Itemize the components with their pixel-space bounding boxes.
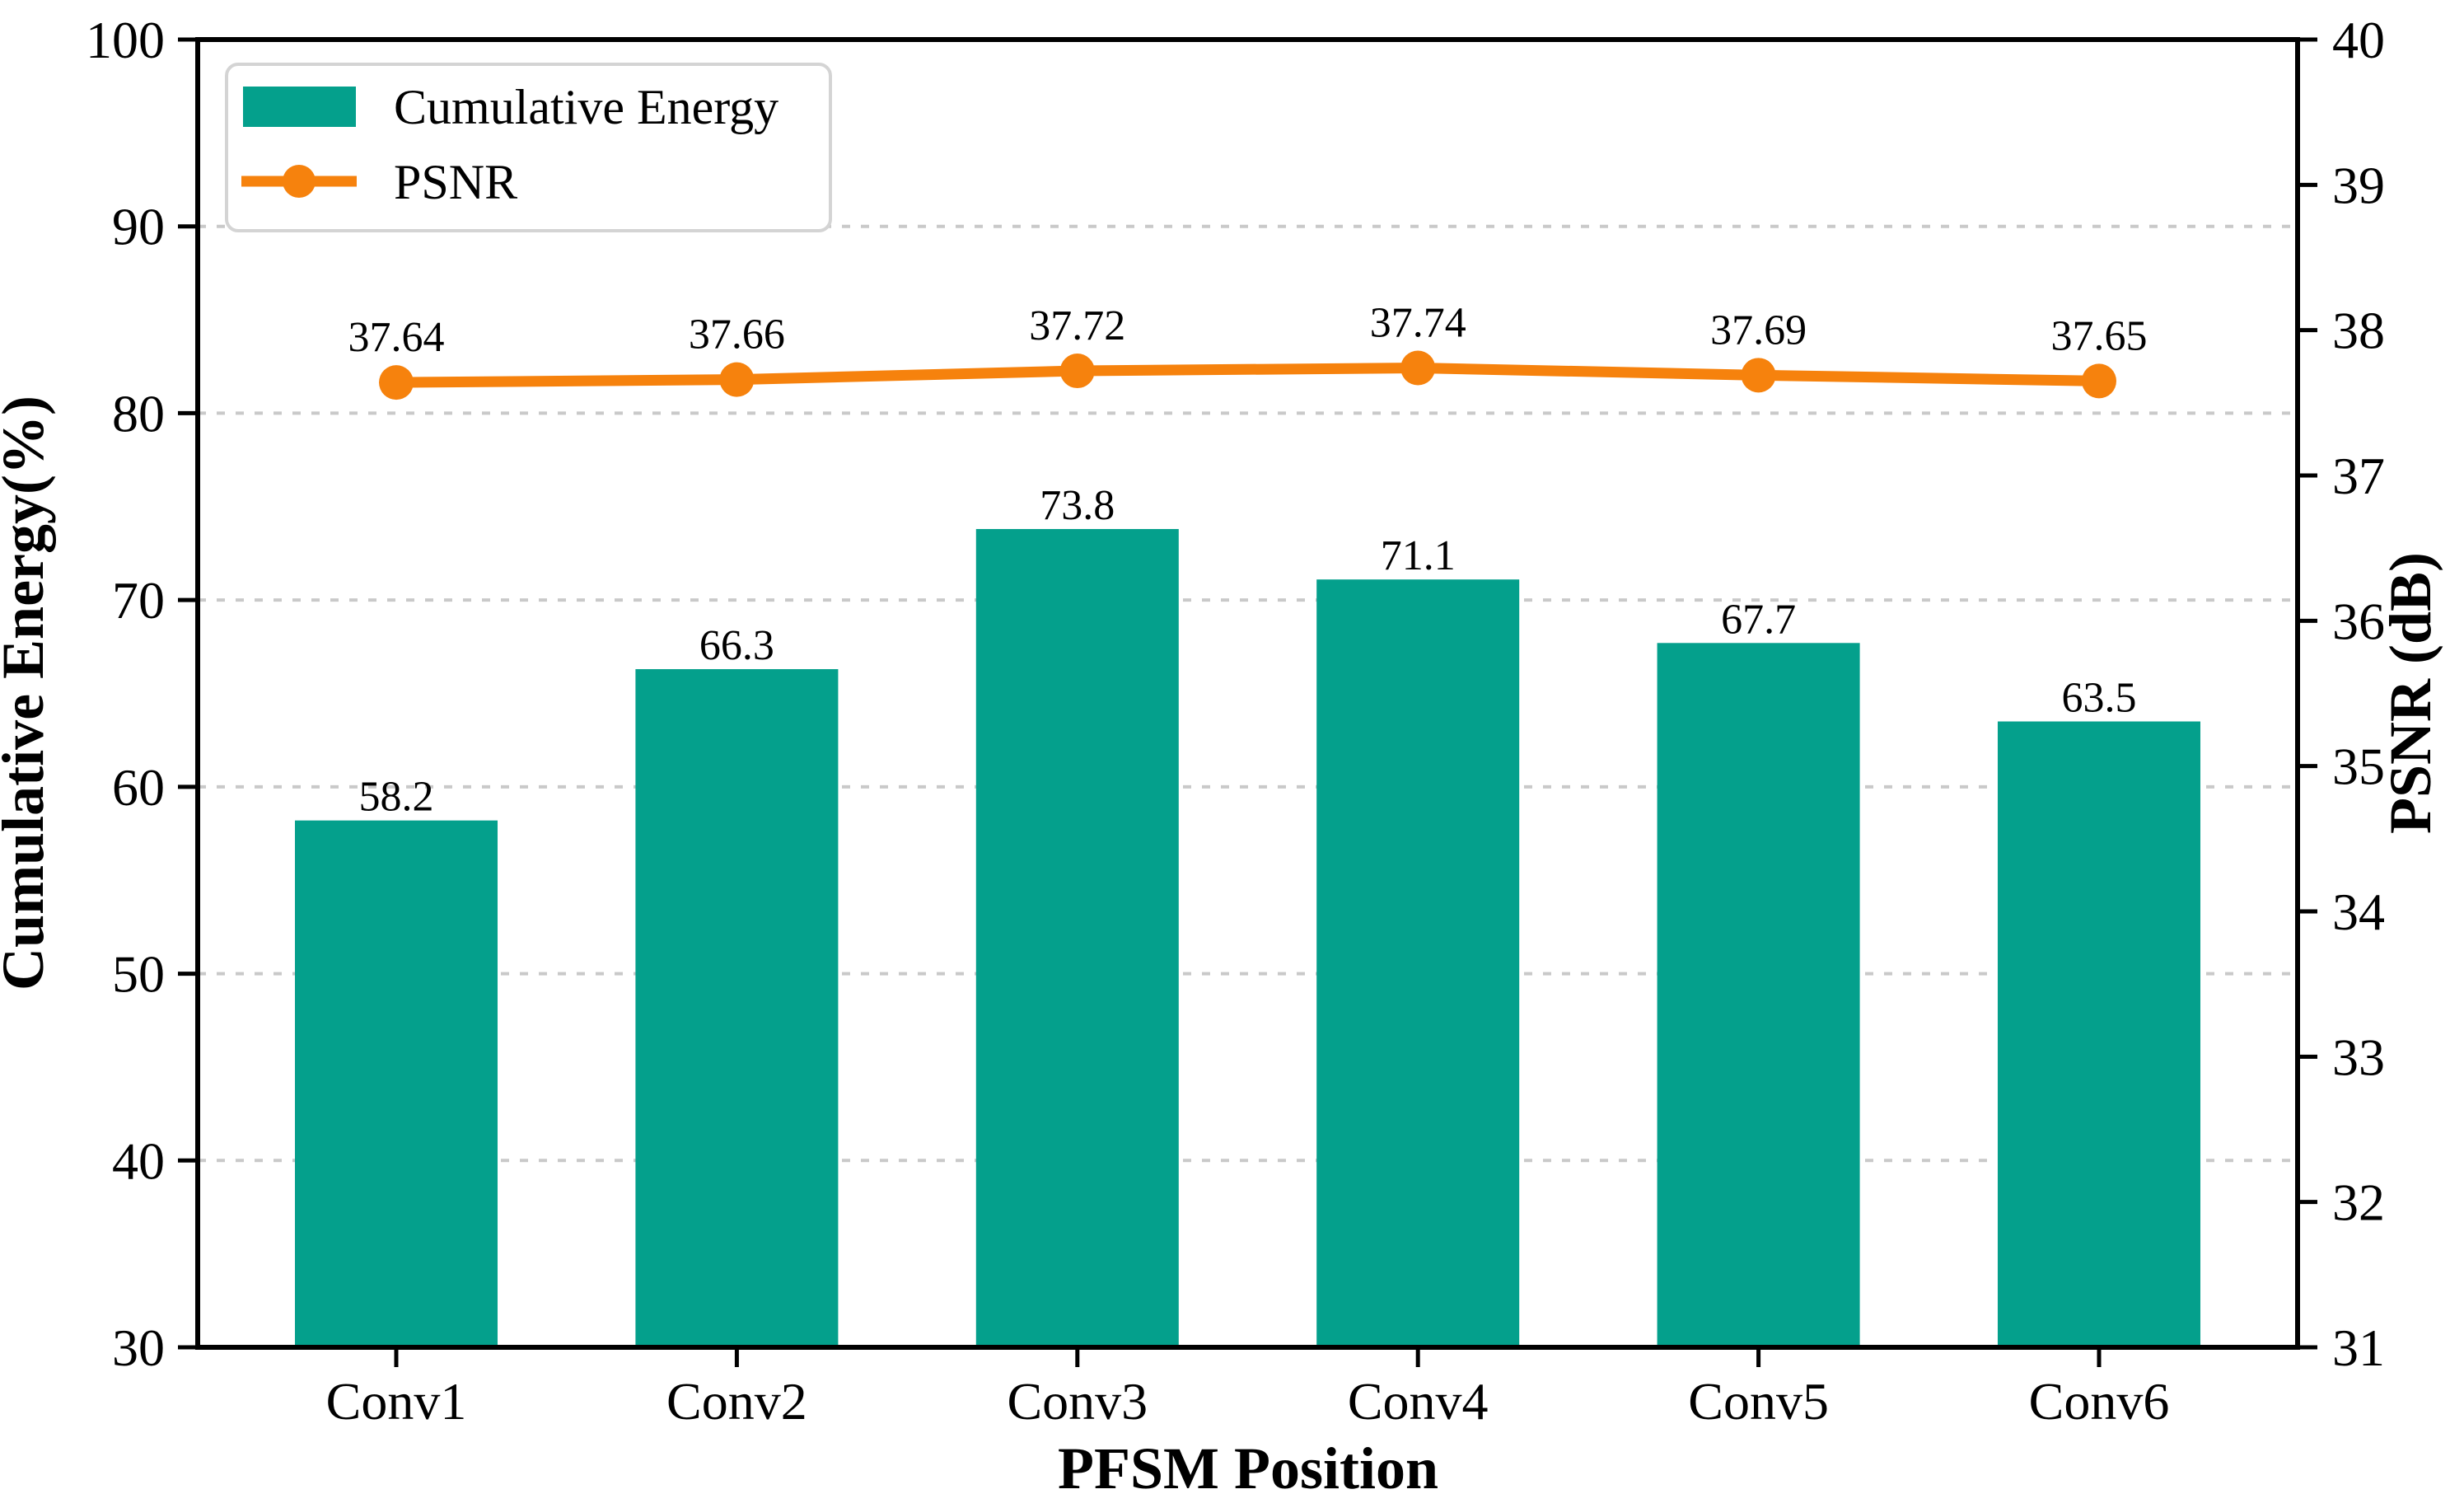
- psnr-point-conv2: [719, 362, 755, 397]
- y-tick-label-right-32: 32: [2332, 1173, 2385, 1232]
- y-axis-label-right: PSNR (dB): [2378, 552, 2443, 834]
- bar-value-label-conv6: 63.5: [2061, 675, 2136, 722]
- x-tick-label-conv6: Conv6: [2029, 1372, 2170, 1431]
- psnr-point-conv6: [2081, 363, 2116, 399]
- bar-conv2: [635, 669, 839, 1347]
- y-tick-label-left-30: 30: [112, 1318, 165, 1377]
- psnr-value-label-conv3: 37.72: [1029, 302, 1125, 349]
- psnr-value-label-conv5: 37.69: [1710, 307, 1807, 354]
- y-tick-label-right-37: 37: [2332, 447, 2385, 505]
- y-tick-label-right-38: 38: [2332, 302, 2385, 360]
- y-tick-label-left-60: 60: [112, 758, 165, 817]
- bar-conv5: [1657, 643, 1860, 1347]
- gridlines: [198, 224, 2298, 1163]
- bar-conv3: [975, 528, 1179, 1347]
- legend-marker-psnr: [283, 165, 316, 198]
- bar-value-label-conv4: 71.1: [1381, 532, 1456, 579]
- y-tick-label-left-40: 40: [112, 1131, 165, 1190]
- psnr-point-conv1: [379, 365, 414, 400]
- psnr-value-label-conv4: 37.74: [1370, 300, 1466, 347]
- y-tick-label-right-33: 33: [2332, 1028, 2385, 1086]
- plot-border: [195, 37, 2300, 1350]
- y-tick-label-left-90: 90: [112, 198, 165, 256]
- x-axis-label: PFSM Position: [1058, 1435, 1438, 1501]
- line-series: 37.64 37.66 37.72 37.74 37.69 37.65: [348, 300, 2147, 400]
- bar-conv4: [1316, 579, 1520, 1347]
- psnr-point-conv4: [1400, 350, 1436, 386]
- psnr-value-label-conv2: 37.66: [689, 311, 785, 358]
- bar-series: 58.2 66.3 73.8 71.1 67.7 63.5: [295, 482, 2200, 1347]
- y-tick-label-right-34: 34: [2332, 883, 2385, 941]
- bar-conv6: [1997, 721, 2200, 1347]
- x-tick-label-conv2: Conv2: [666, 1372, 807, 1431]
- y-tick-label-left-70: 70: [112, 571, 165, 630]
- y-tick-label-left-100: 100: [86, 11, 165, 69]
- y-axis-label-left: Cumulative Energy(%): [0, 396, 56, 991]
- x-tick-label-conv1: Conv1: [326, 1372, 467, 1431]
- x-tick-label-conv3: Conv3: [1007, 1372, 1148, 1431]
- bar-value-label-conv1: 58.2: [359, 774, 434, 821]
- y-tick-label-right-35: 35: [2332, 738, 2385, 796]
- y-tick-label-right-40: 40: [2332, 11, 2385, 69]
- legend-label-cumulative-energy: Cumulative Energy: [394, 80, 778, 134]
- axis-ticks: 30 40 50 60 70 80 90 100 31 32 33 34 35 36 37 38 39 40 Con…: [86, 11, 2385, 1431]
- bar-value-label-conv3: 73.8: [1040, 482, 1115, 529]
- bar-conv1: [295, 820, 498, 1347]
- y-tick-label-left-50: 50: [112, 945, 165, 1004]
- x-tick-label-conv5: Conv5: [1688, 1372, 1829, 1431]
- legend-frame: [225, 63, 832, 232]
- y-tick-label-right-31: 31: [2332, 1318, 2385, 1377]
- legend-swatch-cumulative-energy: [243, 87, 356, 127]
- psnr-point-conv3: [1059, 354, 1095, 389]
- y-tick-label-right-39: 39: [2332, 156, 2385, 214]
- psnr-value-label-conv6: 37.65: [2050, 312, 2147, 359]
- bar-value-label-conv5: 67.7: [1721, 596, 1796, 643]
- psnr-line: [390, 363, 2105, 388]
- bar-value-label-conv2: 66.3: [699, 622, 774, 669]
- y-tick-label-left-80: 80: [112, 384, 165, 443]
- y-tick-label-right-36: 36: [2332, 592, 2385, 650]
- psnr-point-conv5: [1741, 358, 1776, 393]
- legend: Cumulative Energy PSNR: [225, 63, 832, 232]
- legend-label-psnr: PSNR: [394, 155, 517, 209]
- x-tick-label-conv4: Conv4: [1348, 1372, 1489, 1431]
- psnr-value-label-conv1: 37.64: [348, 314, 445, 361]
